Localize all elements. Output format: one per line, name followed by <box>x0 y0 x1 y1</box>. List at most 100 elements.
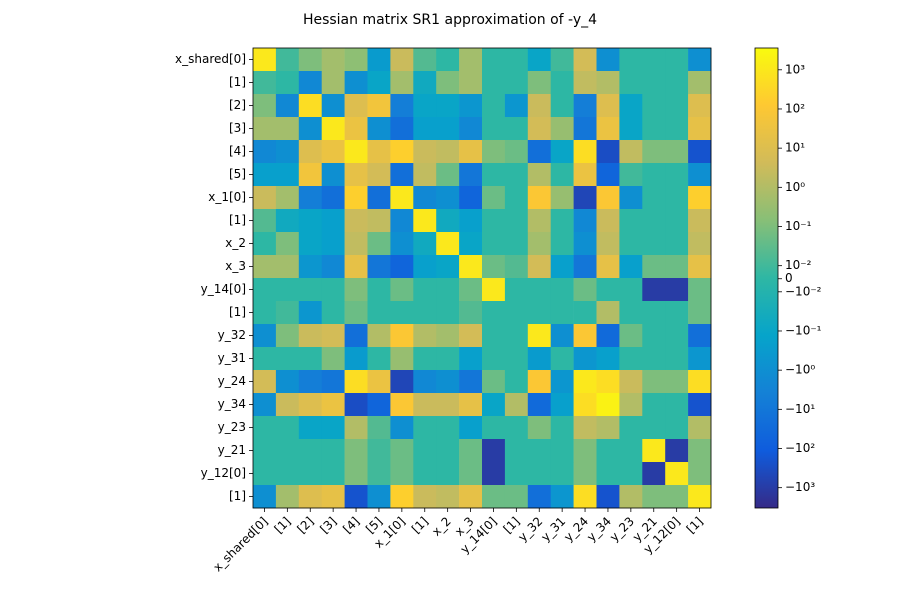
cell <box>344 301 368 325</box>
cell <box>321 117 345 141</box>
colorbar-tick-label: 10² <box>785 101 805 115</box>
cell <box>550 347 574 371</box>
cell <box>413 439 437 463</box>
cell <box>275 186 300 210</box>
cell <box>573 255 597 279</box>
cell <box>459 278 483 302</box>
cell <box>275 439 300 463</box>
cell <box>253 209 277 233</box>
cell <box>527 393 551 417</box>
cell <box>459 324 483 348</box>
cell <box>527 416 551 440</box>
cell <box>390 255 414 279</box>
cell <box>367 117 391 141</box>
cell <box>619 324 643 348</box>
cell <box>482 71 506 95</box>
cell <box>275 94 300 118</box>
cell <box>413 140 437 164</box>
cell <box>253 255 277 279</box>
cell <box>665 485 689 509</box>
cell <box>573 232 597 256</box>
cell <box>413 71 437 95</box>
cell <box>550 416 574 440</box>
cell <box>642 416 666 440</box>
cell <box>665 140 689 164</box>
cell <box>665 117 689 141</box>
cell <box>642 370 666 394</box>
cell <box>482 462 506 486</box>
x-tick-label: y_24 <box>561 514 591 544</box>
cell <box>275 232 300 256</box>
cell <box>527 209 551 233</box>
cell <box>527 370 551 394</box>
cell <box>253 48 277 72</box>
cell <box>344 209 368 233</box>
cell <box>436 117 460 141</box>
cell <box>413 347 437 371</box>
cell <box>619 209 643 233</box>
cell <box>688 71 712 95</box>
cell <box>482 301 506 325</box>
cell <box>298 370 322 394</box>
cell <box>527 255 551 279</box>
cell <box>619 71 643 95</box>
cell <box>344 462 368 486</box>
cell <box>298 439 322 463</box>
cell <box>275 140 300 164</box>
cell <box>344 347 368 371</box>
cell <box>665 347 689 371</box>
cell <box>642 255 666 279</box>
cell <box>482 324 506 348</box>
cell <box>688 485 712 509</box>
cell <box>275 71 300 95</box>
cell <box>596 71 620 95</box>
cell <box>436 209 460 233</box>
cell <box>275 370 300 394</box>
y-tick-label: [4] <box>229 144 246 158</box>
cell <box>642 140 666 164</box>
cell <box>527 140 551 164</box>
cell <box>298 347 322 371</box>
cell <box>275 255 300 279</box>
cell <box>253 278 277 302</box>
cell <box>504 347 529 371</box>
cell <box>504 232 529 256</box>
cell <box>619 117 643 141</box>
cell <box>390 71 414 95</box>
y-tick-label: [1] <box>229 75 246 89</box>
cell <box>344 163 368 187</box>
cell <box>275 209 300 233</box>
cell <box>573 71 597 95</box>
colorbar-tick-label: 10⁻¹ <box>785 219 812 233</box>
cell <box>436 94 460 118</box>
cell <box>436 347 460 371</box>
cell <box>253 347 277 371</box>
x-tick-label: [1] <box>409 514 431 536</box>
cell <box>550 255 574 279</box>
cell <box>504 485 529 509</box>
cell <box>321 393 345 417</box>
cell <box>596 462 620 486</box>
cell <box>665 71 689 95</box>
colorbar-tick-label: −10¹ <box>785 402 815 416</box>
cell <box>550 209 574 233</box>
cell <box>573 462 597 486</box>
cell <box>573 370 597 394</box>
cell <box>298 117 322 141</box>
cell <box>367 393 391 417</box>
y-tick-label: y_23 <box>218 420 246 434</box>
y-tick-label: y_21 <box>218 443 246 457</box>
cell <box>253 71 277 95</box>
cell <box>573 209 597 233</box>
cell <box>527 301 551 325</box>
cell <box>527 48 551 72</box>
cell <box>436 462 460 486</box>
cell <box>390 163 414 187</box>
cell <box>642 117 666 141</box>
cell <box>253 232 277 256</box>
cell <box>596 439 620 463</box>
cell <box>321 255 345 279</box>
cell <box>642 186 666 210</box>
cell <box>390 186 414 210</box>
cell <box>665 370 689 394</box>
